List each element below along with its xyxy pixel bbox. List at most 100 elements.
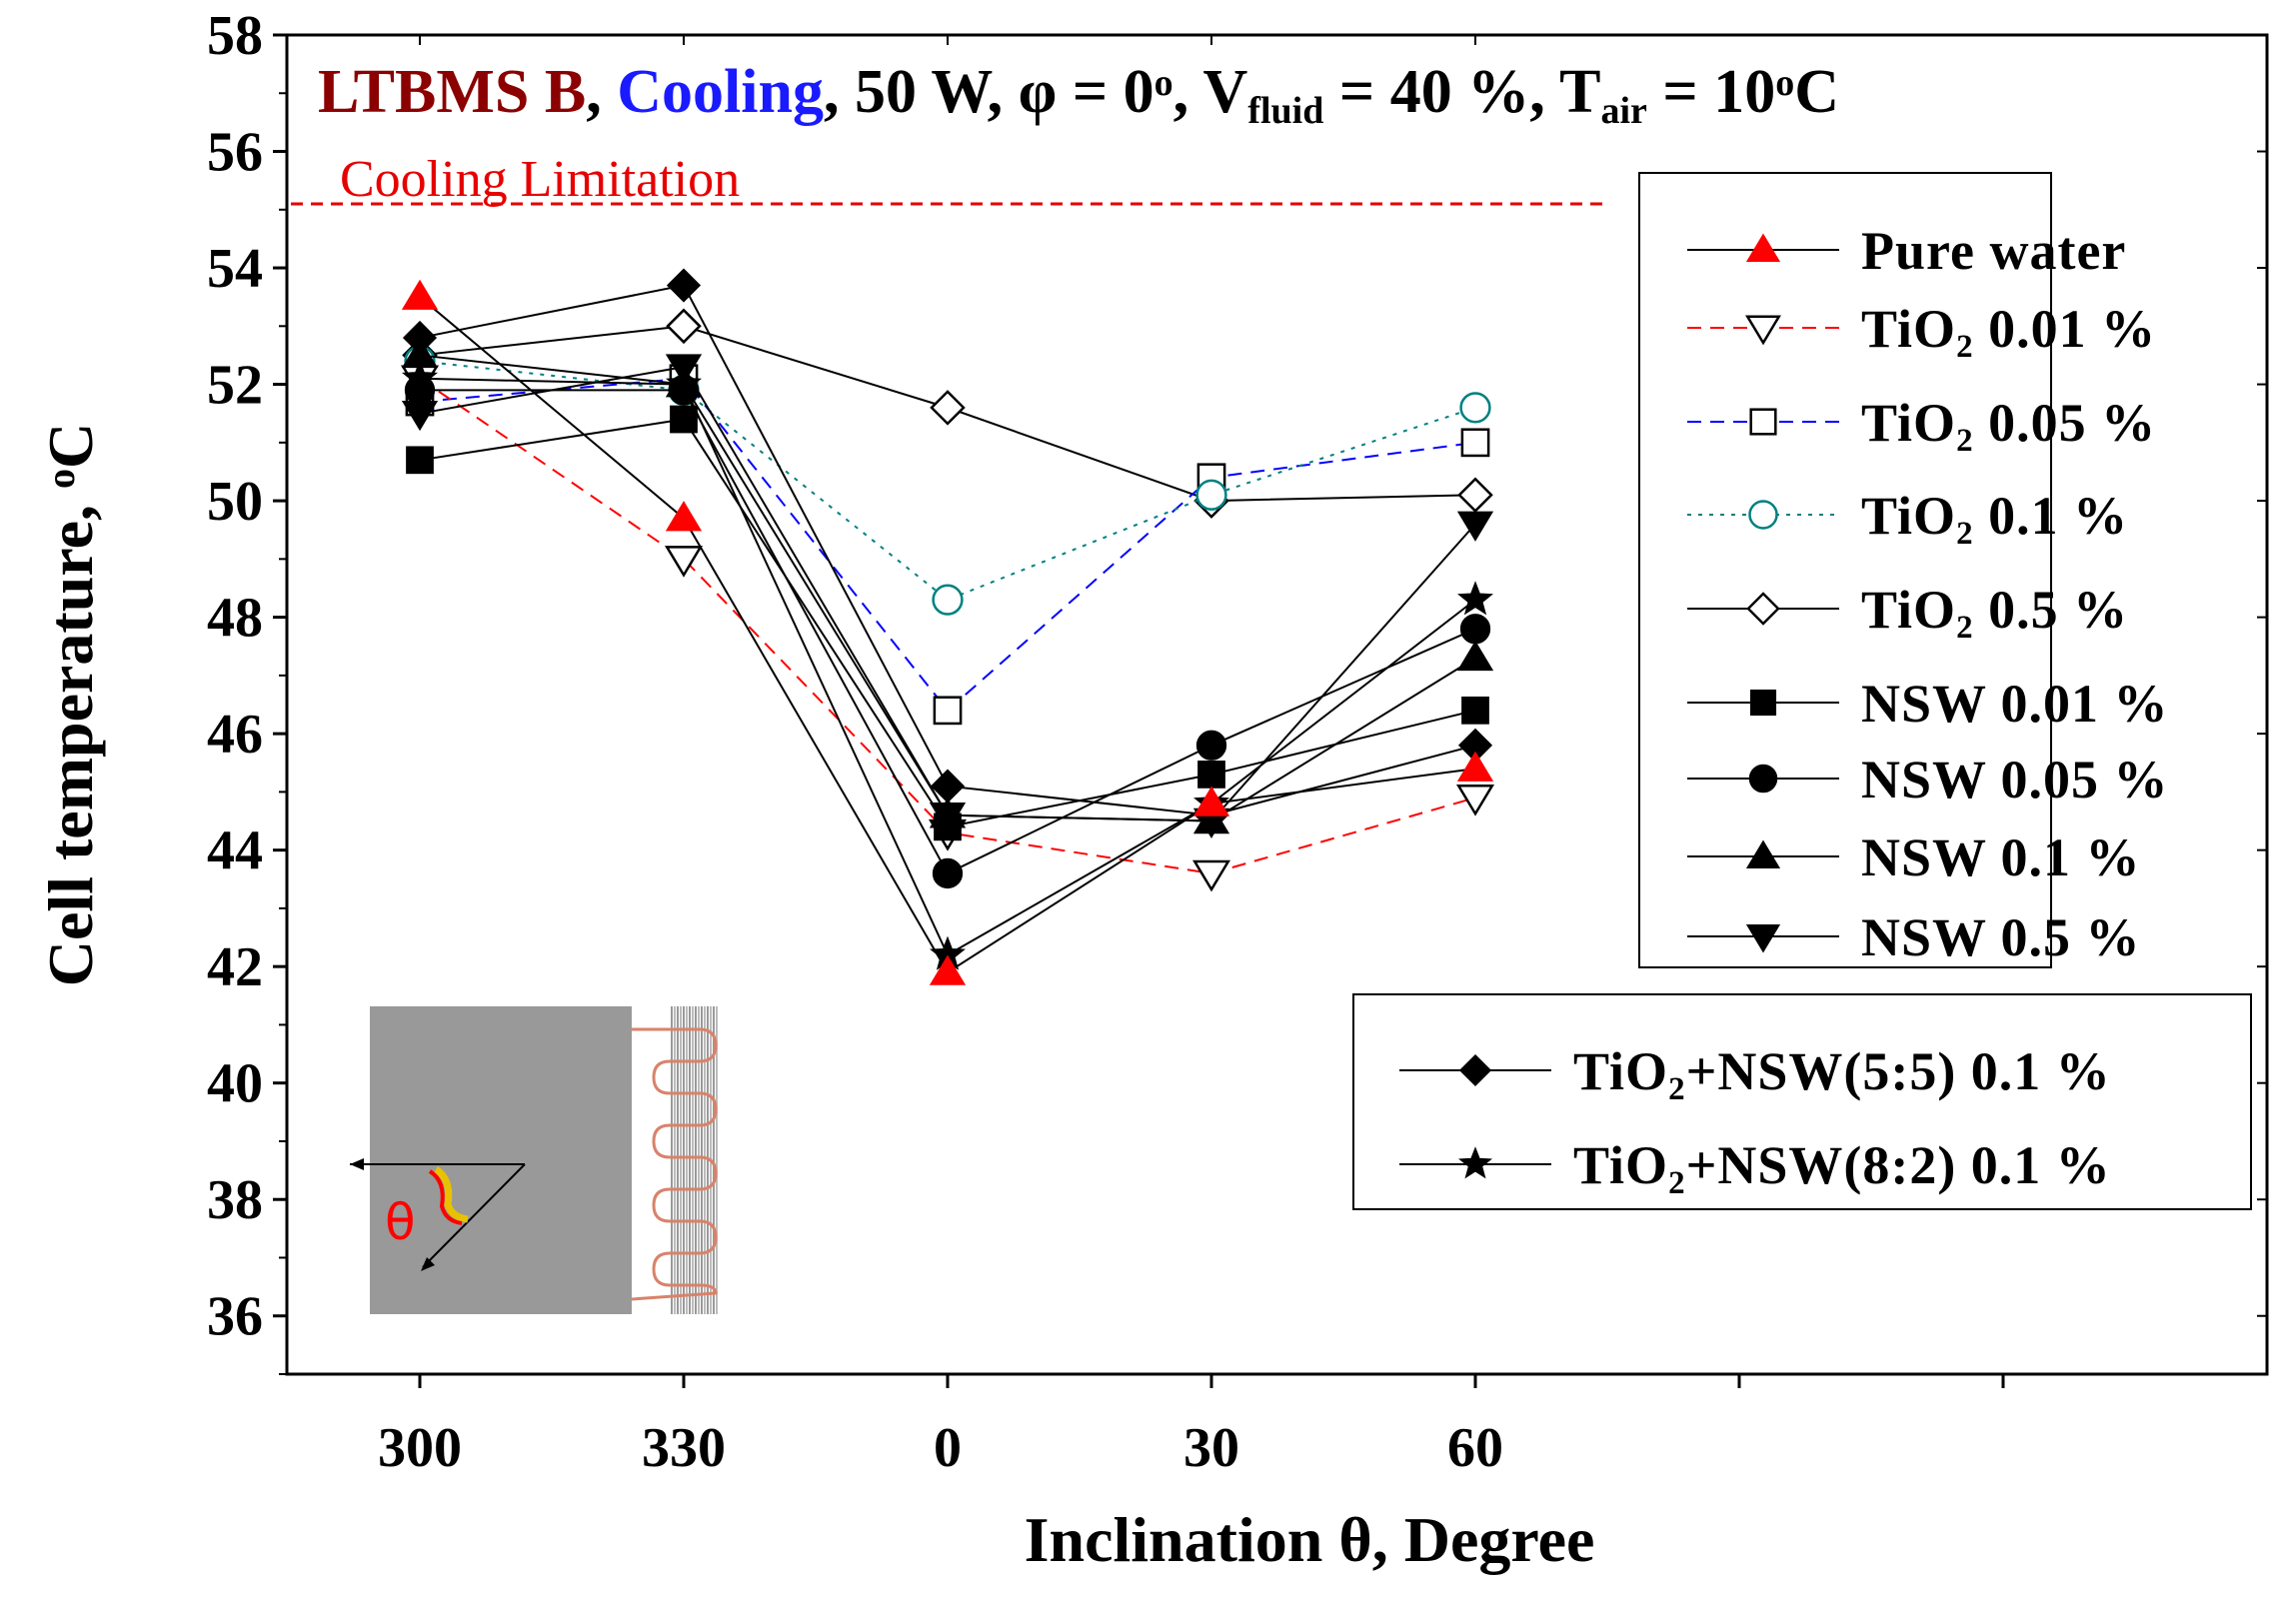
text-part-0: LTBMS B	[318, 58, 586, 126]
data-point	[666, 365, 702, 400]
legend-marker	[1748, 764, 1778, 794]
data-point	[1457, 477, 1493, 514]
data-point	[1461, 696, 1489, 725]
legend-label: TiO2+NSW(8:2) 0.1 %	[1573, 1135, 2111, 1201]
inset-theta-label: θ	[385, 1193, 416, 1251]
legend-item-0: Pure water	[1687, 221, 2126, 281]
legend-label: NSW 0.1 %	[1861, 827, 2141, 887]
text-part-0: NSW 0.5 %	[1861, 907, 2141, 967]
data-point	[930, 769, 966, 804]
data-point	[1192, 786, 1230, 816]
legend-item-2: TiO2 0.05 %	[1687, 393, 2157, 459]
legend-marker	[1745, 924, 1781, 953]
text-part-5: , V	[1173, 58, 1248, 126]
cooling-limitation-annotation: Cooling Limitation	[291, 151, 1604, 208]
legend-marker	[1458, 1053, 1492, 1087]
text-part-2: 0.1 %	[1974, 486, 2129, 546]
data-point	[1197, 761, 1225, 789]
x-tick-label: 300	[378, 1417, 462, 1479]
data-point	[1195, 730, 1227, 761]
data-point	[1456, 511, 1494, 542]
inset-horizontal-arrowhead	[350, 1158, 364, 1170]
inset-cell	[370, 1006, 632, 1314]
data-point	[1195, 479, 1227, 511]
data-point	[406, 446, 434, 475]
legend-label: TiO2+NSW(5:5) 0.1 %	[1573, 1041, 2111, 1107]
text-part-1: 2	[1956, 329, 1974, 365]
text-part-8: air	[1600, 90, 1647, 132]
text-part-6: fluid	[1247, 90, 1323, 132]
text-part-0: Pure water	[1861, 221, 2126, 281]
y-tick-label: 36	[207, 1286, 263, 1348]
inset-angle-arc	[428, 1169, 463, 1225]
data-point	[666, 268, 702, 303]
data-point	[401, 279, 439, 310]
x-tick-label: 60	[1447, 1417, 1503, 1479]
legend-item-3: TiO2 0.1 %	[1687, 486, 2129, 552]
legend-marker	[1749, 689, 1777, 717]
text-part-0: NSW 0.1 %	[1861, 827, 2141, 887]
inset-angle-arc-outer	[433, 1166, 469, 1223]
text-part-10: o	[1775, 62, 1794, 104]
text-part-2: Cooling	[617, 58, 824, 126]
legend-marker	[1748, 500, 1778, 530]
y-tick-label: 42	[207, 936, 263, 998]
text-part-0: TiO	[1861, 299, 1956, 359]
text-part-4: o	[1154, 62, 1173, 104]
y-tick-label: 38	[207, 1169, 263, 1231]
data-point	[401, 400, 439, 432]
y-axis: 36 38 40 42 44 46 48 50 52 54 56 58	[207, 5, 2267, 1375]
legend-item-9: TiO2+NSW(5:5) 0.1 %	[1399, 1041, 2111, 1107]
text-part-7: = 40 %, T	[1323, 58, 1600, 126]
series-line	[419, 418, 1476, 828]
legend-item-7: NSW 0.1 %	[1687, 827, 2141, 887]
legend-item-4: TiO2 0.5 %	[1687, 580, 2127, 646]
y-tick-label: 50	[207, 471, 263, 533]
x-tick-label: 0	[934, 1417, 962, 1479]
y-tick-label: 58	[207, 5, 263, 67]
legend-marker	[1749, 408, 1777, 436]
text-part-2: C	[35, 423, 106, 469]
data-point	[932, 857, 964, 889]
text-part-0: TiO	[1861, 580, 1956, 640]
inset-inclined-arrowhead	[421, 1257, 435, 1271]
text-part-2: +NSW(8:2) 0.1 %	[1686, 1135, 2111, 1195]
text-part-0: TiO	[1573, 1135, 1668, 1195]
x-axis-title: Inclination θ, Degree	[1025, 1504, 1595, 1575]
legend-marker	[1745, 315, 1781, 346]
inclination-inset: θ	[350, 1006, 718, 1314]
legend-marker	[1745, 839, 1781, 868]
text-part-2: +NSW(5:5) 0.1 %	[1686, 1041, 2111, 1101]
text-part-2: 0.05 %	[1974, 393, 2157, 453]
legend-label: NSW 0.01 %	[1861, 674, 2169, 734]
data-point	[402, 320, 438, 356]
inset-inclined-arrow	[422, 1163, 526, 1268]
legend-item-10: TiO2+NSW(8:2) 0.1 %	[1399, 1135, 2111, 1201]
data-point	[1191, 859, 1231, 892]
legend-marker	[1458, 1146, 1492, 1179]
data-point	[1455, 784, 1495, 816]
series-4	[402, 308, 1493, 519]
data-point	[666, 308, 702, 345]
data-point	[932, 584, 964, 616]
text-part-0: TiO	[1861, 393, 1956, 453]
data-point	[1456, 640, 1494, 672]
series-line	[419, 377, 1476, 713]
x-tick-label: 330	[642, 1417, 726, 1479]
legend-item-6: NSW 0.05 %	[1687, 750, 2169, 809]
data-point	[1459, 392, 1491, 424]
data-point	[930, 390, 966, 426]
x-axis: 300 330 0 30 60	[378, 35, 2005, 1479]
y-tick-label: 44	[207, 820, 263, 882]
data-point	[1456, 751, 1494, 782]
text-part-0: TiO	[1573, 1041, 1668, 1101]
text-part-9: = 10	[1647, 58, 1775, 126]
y-tick-label: 52	[207, 355, 263, 417]
text-part-0: NSW 0.01 %	[1861, 674, 2169, 734]
legend-label: NSW 0.05 %	[1861, 750, 2169, 809]
plot-frame	[285, 33, 2269, 1376]
legend-marker	[1745, 233, 1781, 262]
data-point	[1459, 614, 1491, 645]
